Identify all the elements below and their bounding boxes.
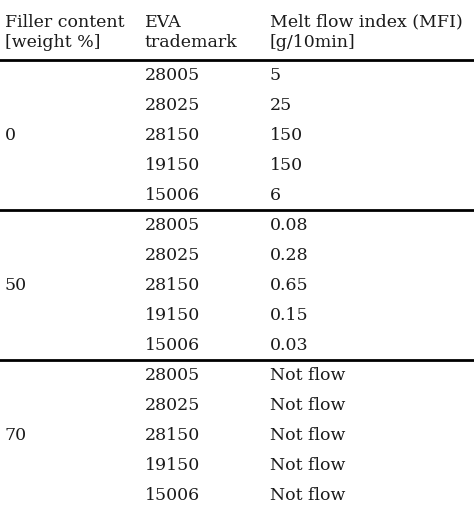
Text: 0.65: 0.65 xyxy=(270,277,309,293)
Text: Not flow: Not flow xyxy=(270,427,346,444)
Text: 28150: 28150 xyxy=(145,126,200,143)
Text: 0.08: 0.08 xyxy=(270,216,309,233)
Text: Not flow: Not flow xyxy=(270,456,346,473)
Text: 19150: 19150 xyxy=(145,456,200,473)
Text: 0.28: 0.28 xyxy=(270,247,309,264)
Text: Melt flow index (MFI)
[g/10min]: Melt flow index (MFI) [g/10min] xyxy=(270,13,463,51)
Text: 19150: 19150 xyxy=(145,306,200,323)
Text: Not flow: Not flow xyxy=(270,396,346,413)
Text: 50: 50 xyxy=(5,277,27,293)
Text: 19150: 19150 xyxy=(145,156,200,174)
Text: 150: 150 xyxy=(270,156,303,174)
Text: 28150: 28150 xyxy=(145,427,200,444)
Text: Not flow: Not flow xyxy=(270,486,346,504)
Text: 28025: 28025 xyxy=(145,396,201,413)
Text: 5: 5 xyxy=(270,66,281,83)
Text: Not flow: Not flow xyxy=(270,366,346,383)
Text: 15006: 15006 xyxy=(145,337,200,354)
Text: 25: 25 xyxy=(270,97,292,114)
Text: 150: 150 xyxy=(270,126,303,143)
Text: 70: 70 xyxy=(5,427,27,444)
Text: 28005: 28005 xyxy=(145,216,200,233)
Text: 28025: 28025 xyxy=(145,247,201,264)
Text: 28150: 28150 xyxy=(145,277,200,293)
Text: EVA
trademark: EVA trademark xyxy=(145,13,238,51)
Text: 6: 6 xyxy=(270,187,281,204)
Text: 15006: 15006 xyxy=(145,187,200,204)
Text: 28005: 28005 xyxy=(145,366,200,383)
Text: 0: 0 xyxy=(5,126,16,143)
Text: 15006: 15006 xyxy=(145,486,200,504)
Text: 28025: 28025 xyxy=(145,97,201,114)
Text: 28005: 28005 xyxy=(145,66,200,83)
Text: Filler content
[weight %]: Filler content [weight %] xyxy=(5,13,125,51)
Text: 0.15: 0.15 xyxy=(270,306,309,323)
Text: 0.03: 0.03 xyxy=(270,337,309,354)
